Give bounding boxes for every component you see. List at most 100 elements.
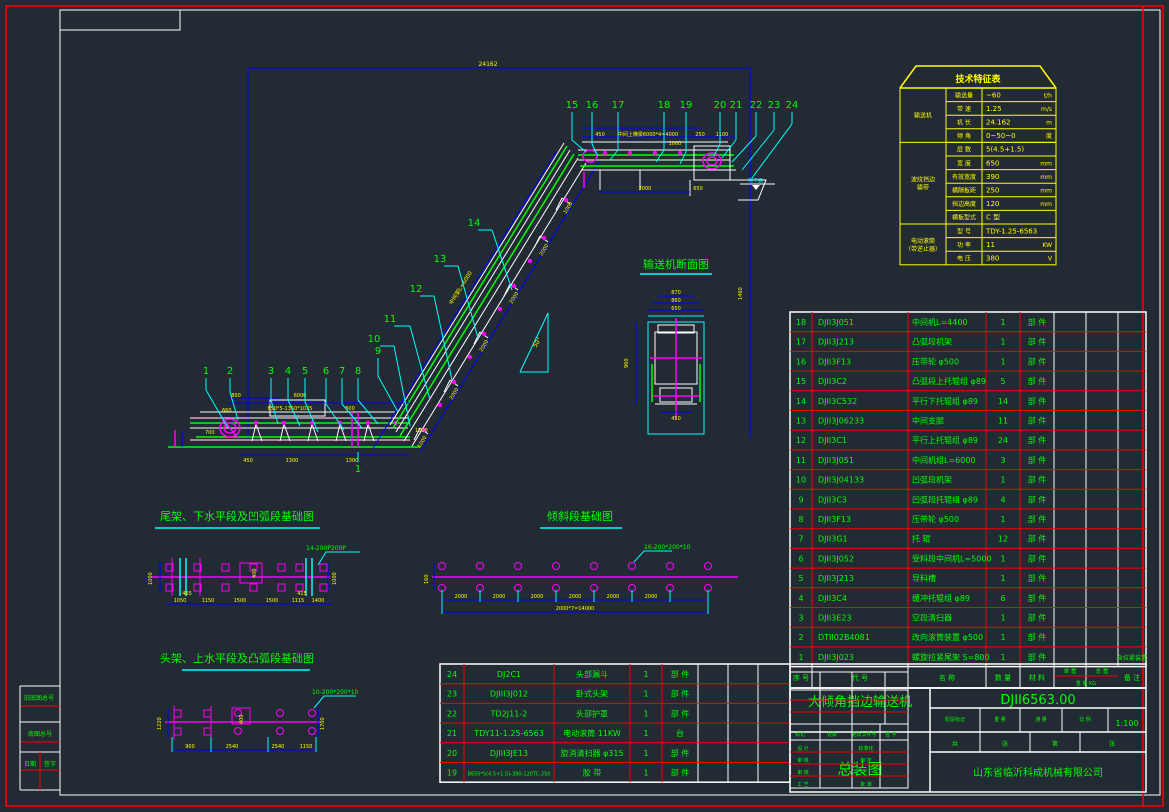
part-qty: 14 <box>998 397 1008 406</box>
part-material: 部 件 <box>1028 613 1047 623</box>
part-material: 部 件 <box>1028 416 1047 426</box>
spec-unit-5: mm <box>1040 160 1052 167</box>
part-code: DJII3F13 <box>818 515 851 524</box>
part-qty: 1 <box>1000 633 1005 642</box>
dim-tailplan-w1: 1000 <box>332 572 338 585</box>
callout-23: 23 <box>768 100 781 111</box>
company-name: 山东省临沂科成机械有限公司 <box>973 766 1103 779</box>
spec-value-0: ~60 <box>986 91 1001 99</box>
ph-code: 代 号 <box>852 673 868 682</box>
rev-hdr-1: 处数 <box>827 731 837 738</box>
part-material: 部 件 <box>1028 514 1047 524</box>
role-right-1: 审 定 <box>860 757 872 764</box>
part-no: 24 <box>447 670 457 679</box>
part-name: 空段清扫器 <box>912 613 952 623</box>
dim-sec-right: 1460 <box>738 287 744 300</box>
callout-8: 8 <box>355 366 361 377</box>
dim-headplan-s0: 900 <box>185 744 195 750</box>
tb-colhdr-0: 阶段标记 <box>945 716 965 723</box>
part-qty: 24 <box>998 436 1008 445</box>
part-name: 中间支腿 <box>912 416 944 426</box>
part-no: 12 <box>796 436 806 445</box>
spec-label-0: 输送量 <box>955 91 973 99</box>
spec-unit-0: t/h <box>1044 92 1052 99</box>
spec-unit-1: m/s <box>1041 106 1052 113</box>
part-no: 16 <box>796 357 806 366</box>
dim-headplan-sm0: 400 <box>239 714 245 724</box>
scale-value: 1:100 <box>1115 719 1138 728</box>
part-qty: 11 <box>998 417 1008 426</box>
part-no: 2 <box>798 633 803 642</box>
spec-group-1: 波纹挡边 <box>911 176 935 184</box>
ph-no: 序 号 <box>793 673 809 682</box>
part-qty: 1 <box>1000 357 1005 366</box>
part-name: 导料槽 <box>912 573 936 583</box>
part-name: 电动滚筒 11KW <box>563 728 621 738</box>
spec-label-10: 型 号 <box>957 227 971 235</box>
spec-label-12: 电 压 <box>957 255 971 263</box>
part-material: 部 件 <box>671 669 690 679</box>
part-name: 受料段中间机L=5000 <box>912 553 992 563</box>
dim-incline-6: 1000 <box>563 201 575 215</box>
spec-value-7: 250 <box>986 187 999 195</box>
dim-tail-3: 650*5-1350*1035 <box>268 406 313 412</box>
left-margin-label-0: 旧底图总号 <box>24 694 54 702</box>
part-code: DJII3C3 <box>818 495 847 504</box>
callout-17: 17 <box>612 100 625 111</box>
callout-group-incline: 10 11 12 13 14 <box>368 218 481 345</box>
ph-qty: 数 量 <box>995 673 1011 682</box>
part-qty: 1 <box>1000 614 1005 623</box>
part-qty: 1 <box>1000 318 1005 327</box>
dim-sec-top-0: 870 <box>671 290 681 296</box>
dim-tail-2: 6000 <box>294 393 307 399</box>
detail-title-incline: 倾斜段基础图 <box>547 509 613 523</box>
anchor-bolt-row-top <box>165 563 328 572</box>
dim-sec-top-2: 650 <box>671 306 681 312</box>
dim-headplan-s3: 1150 <box>300 744 313 750</box>
dim-head-4: 1100 <box>716 132 729 138</box>
spec-value-8: 120 <box>986 200 999 208</box>
callout-group-top: 15 16 17 18 19 20 21 22 23 24 <box>566 100 799 111</box>
part-qty: 1 <box>1000 574 1005 583</box>
callout-9: 9 <box>375 346 381 357</box>
part-material: 部 件 <box>1028 317 1047 327</box>
part-code: DJII3J04133 <box>818 476 864 485</box>
role-right-3: 批 准 <box>860 781 872 788</box>
left-margin-label-3: 签字 <box>44 760 56 768</box>
part-material: 部 件 <box>1028 396 1047 406</box>
part-material: 部 件 <box>1028 475 1047 485</box>
part-name: 托 辊 <box>912 534 931 544</box>
part-material: 部 件 <box>671 768 690 778</box>
part-qty: 12 <box>998 535 1008 544</box>
dim-tail-1: 800 <box>231 393 241 399</box>
part-material: 部 件 <box>1028 553 1047 563</box>
overall-length-dimension: 24162 <box>478 61 497 68</box>
part-name: 卧式头架 <box>576 689 608 699</box>
dim-tailplan-sm0: 465 <box>182 591 192 597</box>
spec-unit-7: mm <box>1040 188 1052 195</box>
part-code: DJII3J051 <box>818 318 854 327</box>
dim-incline-3: 2000 <box>479 339 491 353</box>
dim-tail-4: 600 <box>345 406 355 412</box>
part-code: DTII02B4081 <box>818 633 870 642</box>
spec-label-8: 挡边高度 <box>952 200 976 208</box>
spec-value-4: 5(4.5+1.5) <box>986 146 1024 154</box>
part-code: DJII3F13 <box>818 357 851 366</box>
detail-title-head: 头架、上水平段及凸弧段基础图 <box>160 651 314 665</box>
dim-tail-8: 700 <box>205 430 215 436</box>
title-block: 序 号 代 号 名 称 数 量 材 料 单 重 总 重 重 量 KG 备 注 大… <box>789 663 1147 793</box>
part-no: 5 <box>798 574 803 583</box>
part-no: 6 <box>798 554 803 563</box>
part-material: 部 件 <box>1028 632 1047 642</box>
spec-label-5: 宽 度 <box>957 159 971 167</box>
spec-label-3: 倾 角 <box>957 132 971 140</box>
dim-head-6: 2000 <box>639 186 652 192</box>
spec-group-2: 电动滚筒 <box>911 237 935 245</box>
ph-wunit: 重 量 KG <box>1076 680 1096 687</box>
spec-label-2: 机 长 <box>957 119 971 127</box>
callout-13: 13 <box>434 254 447 265</box>
anchor-bolt-row-bottom <box>165 583 328 592</box>
